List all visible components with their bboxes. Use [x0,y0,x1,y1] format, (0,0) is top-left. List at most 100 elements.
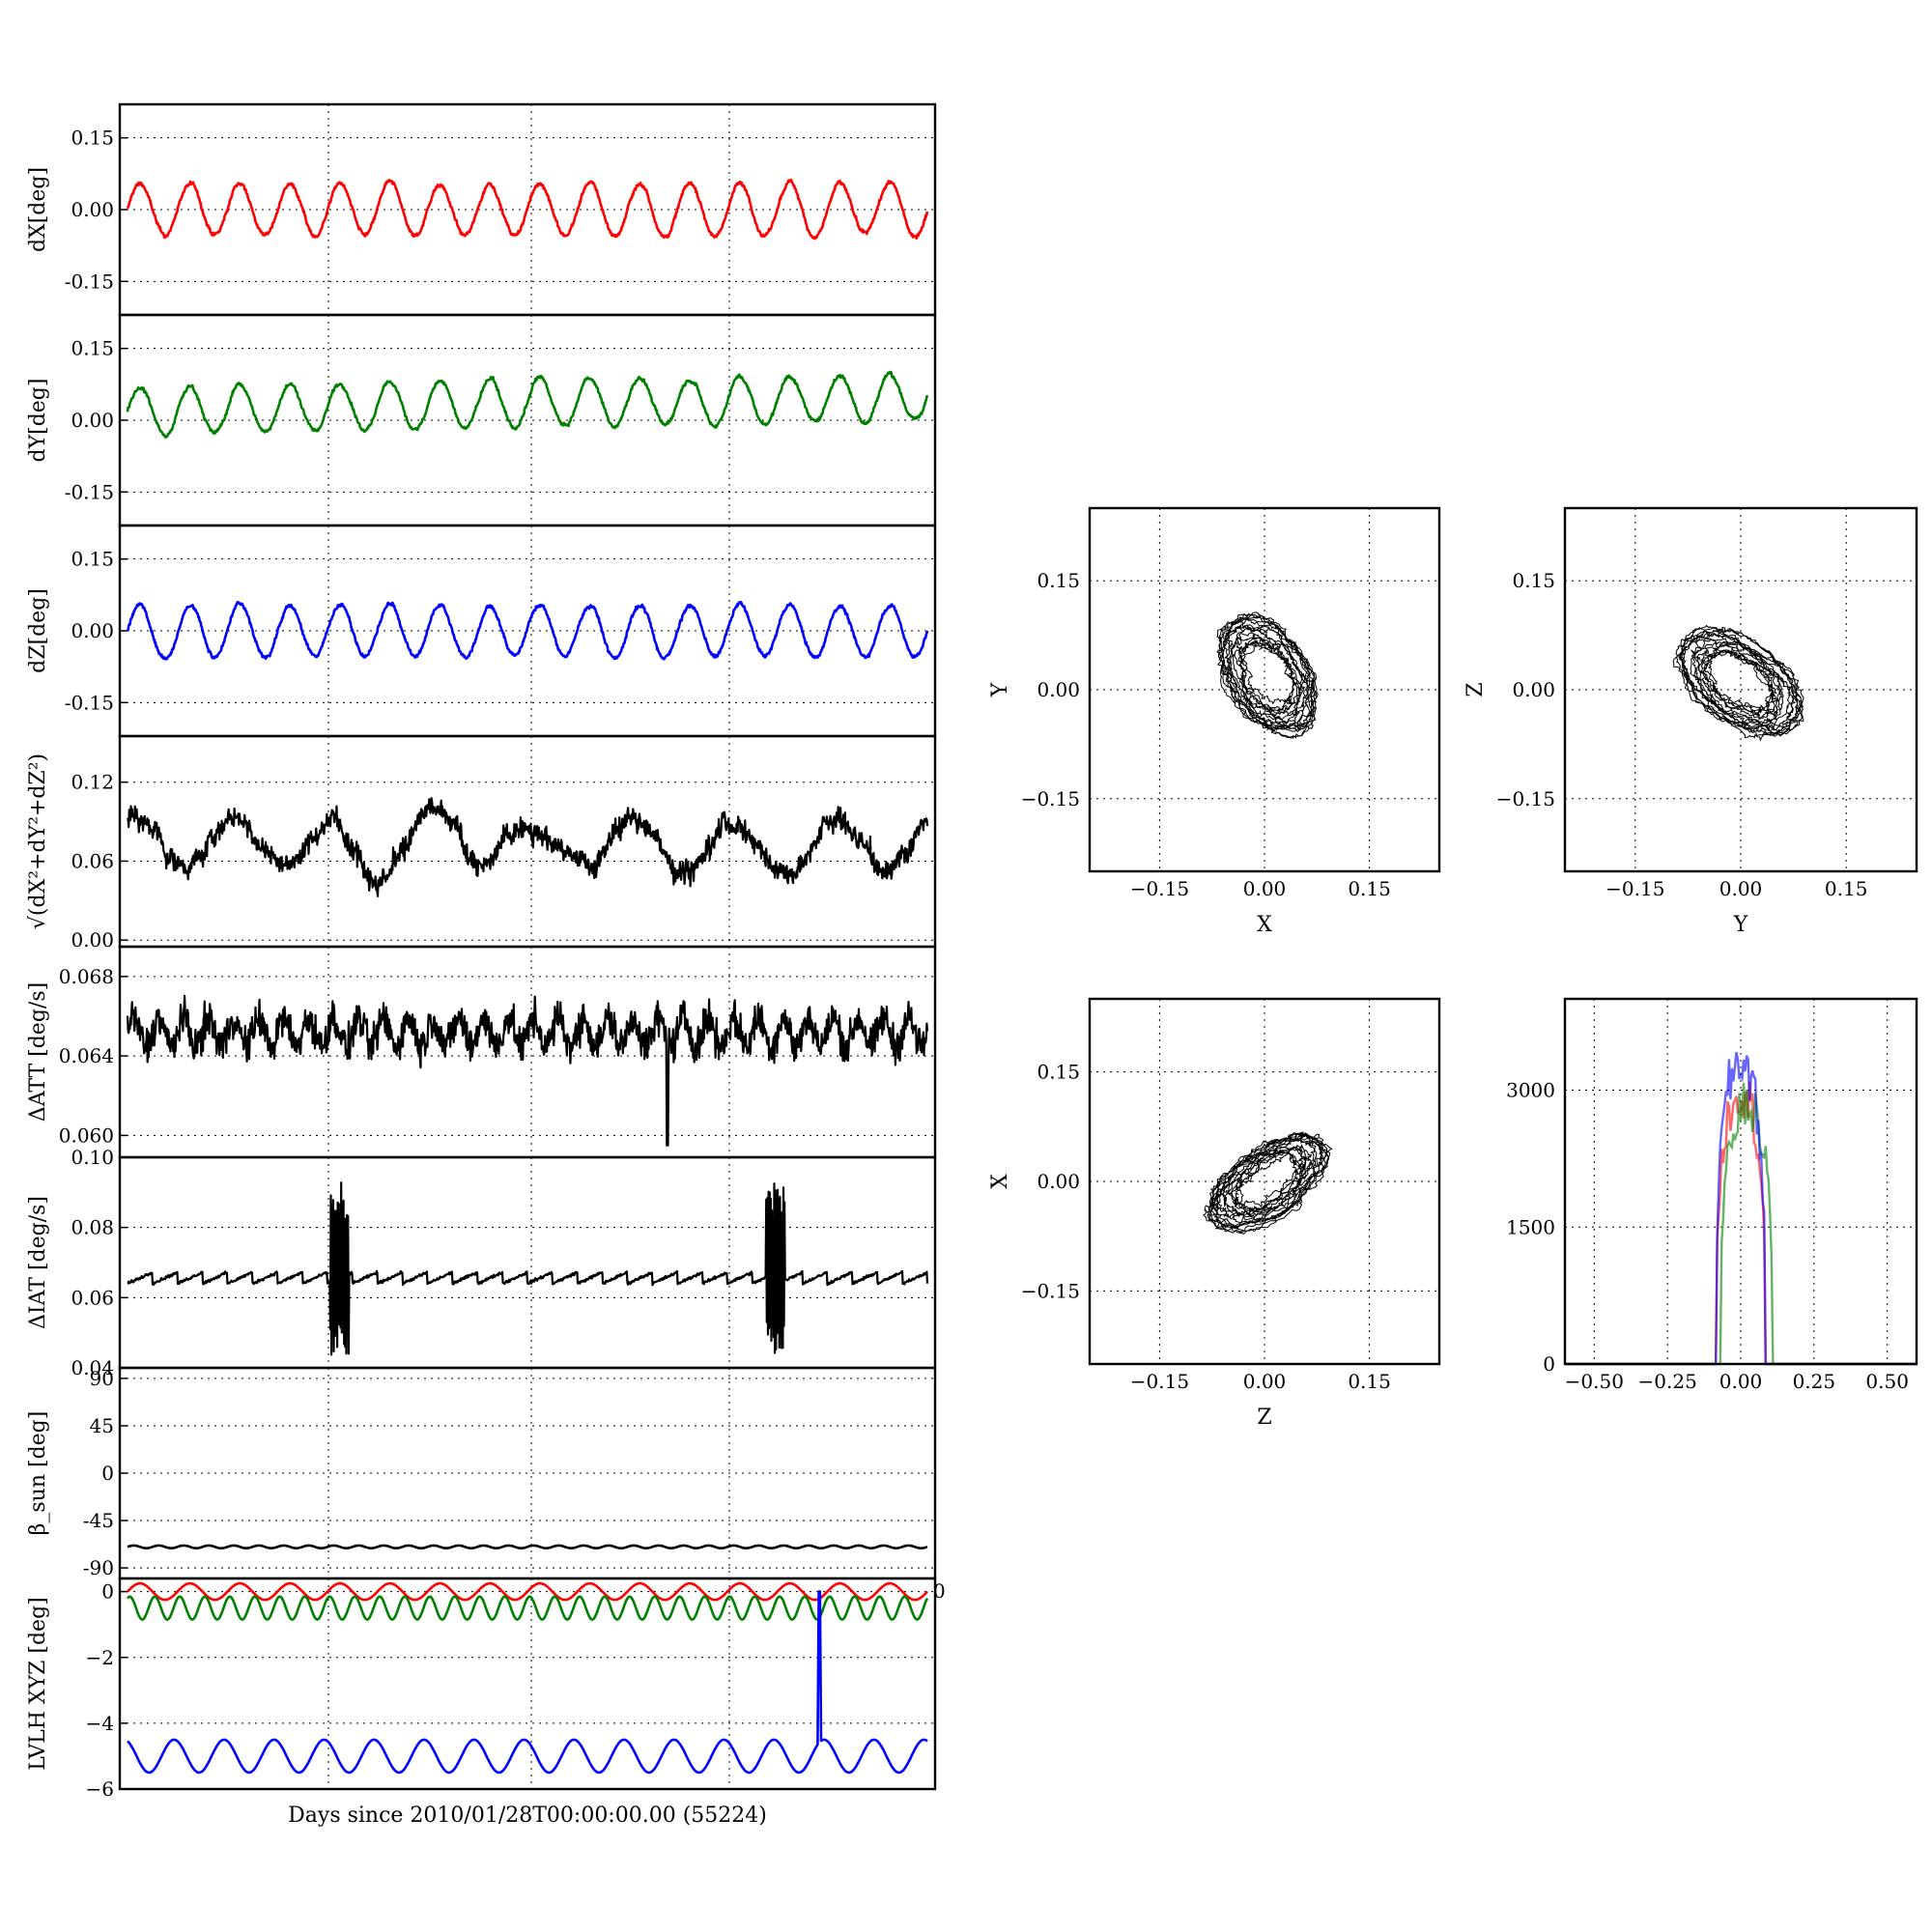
zx-xtick-label-1: 0.00 [1243,1370,1287,1393]
dz-ytick-label-1: 0.00 [71,619,114,642]
rss-ylabel: √(dX²+dY²+dZ²) [26,753,50,929]
hist-ytick-label-1: 1500 [1506,1215,1555,1238]
yz-ytick-label-1: 0.00 [1512,678,1555,701]
hist-xtick-label-1: −0.25 [1638,1370,1697,1393]
beta-ylabel: β_sun [deg] [26,1411,50,1536]
hist-xtick-label-0: −0.50 [1565,1370,1624,1393]
dy-ytick-label-2: -0.15 [65,480,114,503]
lvlh-ytick-label-1: −2 [86,1646,114,1669]
yz-trajectory [1672,624,1804,742]
diat-ytick-label-1: 0.08 [71,1216,114,1239]
panel-yz: −0.15 0.00 0.15 0.15 0.00 −0.15 Y Z [1463,506,1918,937]
datt-frame [118,945,937,1159]
dy-ytick-label-1: 0.00 [71,409,114,432]
dx-ytick-label-0: 0.15 [71,127,114,150]
beta-ytick-label-4: -90 [83,1556,114,1579]
diat-series-ΔIAT [127,1181,929,1356]
rss-ytick-label-1: 0.06 [71,849,114,872]
hist-xtick-label-4: 0.50 [1865,1370,1909,1393]
xy-xtick-label-2: 0.15 [1348,877,1391,900]
hist-xtick-label-3: 0.25 [1793,1370,1836,1393]
hist-ytick-label-0: 3000 [1506,1079,1555,1102]
zx-frame [1088,997,1441,1366]
lvlh-series-X [127,1581,928,1602]
panel-rss: 0.12 0.06 0.00 √(dX²+dY²+dZ²) [26,734,937,952]
lvlh-series-Z [127,1590,928,1775]
dx-ytick-label-1: 0.00 [71,198,114,221]
zx-ytick-label-0: 0.15 [1037,1061,1080,1084]
panel-lvlh: 0 −2 −4 −6 LVLH XYZ [deg] 0 [26,1577,946,1801]
dz-series-dZ [126,600,929,661]
panel-datt: 0.068 0.064 0.060 ΔATT [deg/s] [26,945,937,1159]
xy-ytick-label-2: −0.15 [1021,787,1080,810]
dy-series-dY [126,370,929,439]
yz-frame [1563,506,1918,873]
xy-xtick-label-0: −0.15 [1130,877,1189,900]
dz-ytick-label-0: 0.15 [71,548,114,571]
xy-ylabel: Y [988,682,1012,697]
panel-hist: −0.50 −0.25 0.00 0.25 0.50 3000 1500 0 [1506,997,1918,1393]
datt-ylabel: ΔATT [deg/s] [26,982,50,1122]
panel-xy: −0.15 0.00 0.15 0.15 0.00 −0.15 X Y [988,506,1441,937]
diat-frame [118,1155,937,1370]
diat-ytick-label-0: 0.10 [71,1146,114,1169]
panel-dy: 0.15 0.00 -0.15 dY[deg] [26,313,937,527]
hist-frame [1563,997,1918,1366]
lvlh-frame [118,1577,937,1791]
zx-xlabel: Z [1257,1406,1271,1430]
rss-series-rss [126,797,929,897]
datt-series-ΔATT [126,994,929,1147]
lvlh-ytick-label-0: 0 [101,1580,114,1604]
datt-ytick-label-1: 0.064 [59,1044,114,1067]
dz-ytick-label-2: -0.15 [65,691,114,714]
lvlh-ylabel: LVLH XYZ [deg] [26,1597,50,1771]
diat-ytick-label-2: 0.06 [71,1286,114,1309]
xy-trajectory [1216,611,1319,739]
dx-ytick-label-2: -0.15 [65,270,114,293]
yz-ylabel: Z [1463,682,1488,696]
panel-dz: 0.15 0.00 -0.15 dZ[deg] [26,524,937,738]
dx-ylabel: dX[deg] [26,167,50,252]
lvlh-series-Y [127,1595,929,1621]
dx-series-dX [126,179,929,241]
beta-series-β_sun [127,1544,928,1549]
xy-xlabel: X [1257,913,1272,937]
lvlh-ytick-label-2: −4 [86,1712,114,1735]
datt-ytick-label-2: 0.060 [59,1123,114,1147]
panel-zx: −0.15 0.00 0.15 0.15 0.00 −0.15 Z X [988,997,1441,1430]
lvlh-xtick-right-label: 0 [933,1579,946,1603]
zx-xtick-label-2: 0.15 [1348,1370,1391,1393]
panels: 0.15 0.00 -0.15 dX[deg] 0.15 0.00 -0.15 dY[deg]… [26,102,1918,1801]
dz-ylabel: dZ[deg] [26,588,50,673]
yz-xtick-label-1: 0.00 [1719,877,1763,900]
panel-beta: 90 45 0 -45 -90 β_sun [deg] [26,1366,937,1580]
beta-ytick-label-3: -45 [83,1509,114,1532]
yz-ytick-label-2: −0.15 [1496,787,1555,810]
diat-ytick-label-3: 0.04 [71,1356,114,1379]
hist-ytick-label-2: 0 [1543,1352,1555,1376]
rss-ytick-label-0: 0.12 [71,771,114,794]
beta-ytick-label-0: 90 [90,1367,114,1390]
panel-dx: 0.15 0.00 -0.15 dX[deg] [26,102,937,317]
zx-ylabel: X [988,1174,1012,1189]
xy-xtick-label-1: 0.00 [1243,877,1287,900]
zx-ytick-label-1: 0.00 [1037,1170,1080,1193]
zx-xtick-label-0: −0.15 [1130,1370,1189,1393]
panel-diat: 0.10 0.08 0.06 0.04 ΔIAT [deg/s] [26,1146,937,1379]
time-axis-label: Days since 2010/01/28T00:00:00.00 (55224… [288,1804,767,1828]
dy-ytick-label-0: 0.15 [71,337,114,360]
rss-ytick-label-2: 0.00 [71,928,114,952]
yz-xlabel: Y [1733,913,1748,937]
xy-frame [1088,506,1441,873]
hist-xtick-label-2: 0.00 [1719,1370,1763,1393]
zx-trajectory [1203,1131,1333,1235]
diat-ylabel: ΔIAT [deg/s] [26,1196,50,1329]
lvlh-ytick-label-3: −6 [86,1777,114,1801]
zx-ytick-label-2: −0.15 [1021,1279,1080,1302]
xy-ytick-label-0: 0.15 [1037,569,1080,592]
yz-xtick-label-0: −0.15 [1605,877,1664,900]
yz-xtick-label-2: 0.15 [1825,877,1868,900]
datt-ytick-label-0: 0.068 [59,965,114,988]
xy-ytick-label-1: 0.00 [1037,678,1080,701]
